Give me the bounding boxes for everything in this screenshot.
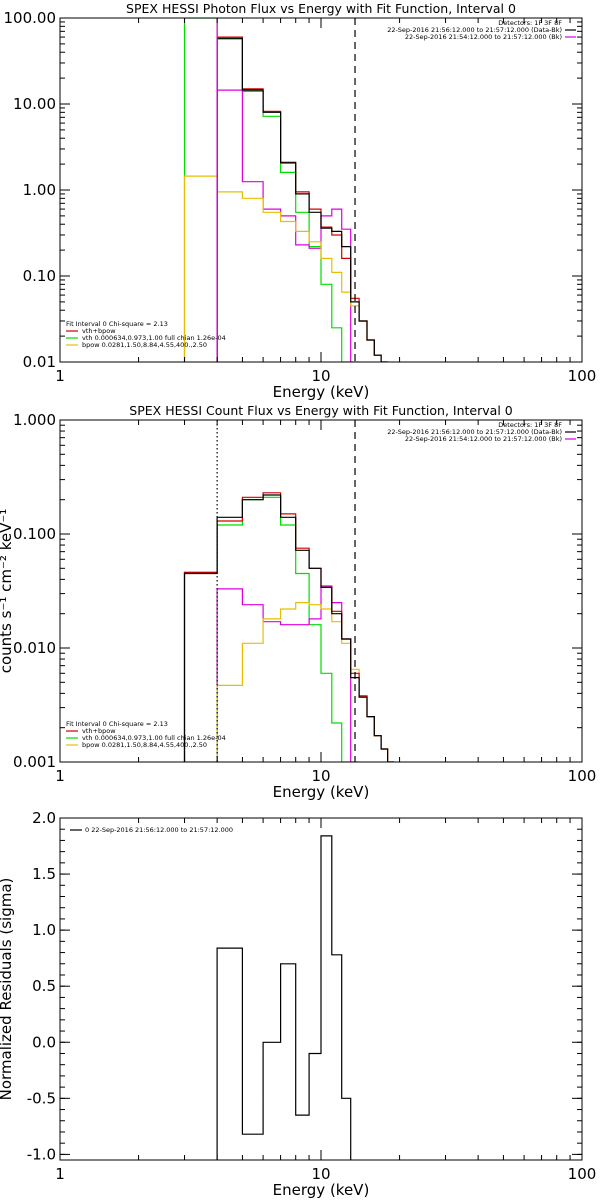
series-line-total <box>183 494 394 762</box>
series-group <box>183 18 388 362</box>
x-tick-label: 1 <box>55 1165 65 1183</box>
y-tick-label: 100.00 <box>4 9 57 27</box>
legend-entry: Fit Interval 0 Chi-square = 2.13 <box>66 320 168 328</box>
legend-entry: 22-Sep-2016 21:56:12.000 to 21:57:12.000… <box>387 428 562 436</box>
legend-entry: vth 0.000634,0.973,1.00 full chian 1.26e… <box>82 334 226 342</box>
legend-entry: 22-Sep-2016 21:54:12.000 to 21:57:12.000… <box>405 33 562 41</box>
legend-entry: vth+bpow <box>82 327 116 335</box>
series-line-vth2 <box>216 89 360 362</box>
x-tick-label: 100 <box>568 767 597 785</box>
y-tick-label: 0.10 <box>23 267 56 285</box>
legend-entry: 22-Sep-2016 21:56:12.000 to 21:57:12.000… <box>387 26 562 34</box>
plot-panel-1: 1 10 100 0.01 0.10 1.00 10.00 100.00 SPEX HESSI … <box>4 1 597 401</box>
y-tick-label: 1.0 <box>32 921 56 939</box>
x-tick-label: 10 <box>311 767 330 785</box>
y-tick-label: 1.000 <box>13 411 56 429</box>
x-tick-label: 1 <box>55 367 65 385</box>
legend-entry: Detectors: 1F 3F 8F <box>498 19 562 27</box>
chart-title: SPEX HESSI Photon Flux vs Energy with Fi… <box>126 1 516 16</box>
legend-entry: bpow 0.0281,1.50,8.84,4.55,400.,2.50 <box>82 341 207 349</box>
legend-entry: bpow 0.0281,1.50,8.84,4.55,400.,2.50 <box>82 741 207 749</box>
series-group <box>216 835 352 1160</box>
y-tick-label: 10.00 <box>13 95 56 113</box>
axes-frame <box>59 17 583 363</box>
y-tick-label: 0.5 <box>32 977 56 995</box>
y-axis-label: counts s⁻¹ cm⁻² keV⁻¹ <box>0 509 15 674</box>
y-tick-label: 0.01 <box>23 353 56 371</box>
y-axis-label: Normalized Residuals (sigma) <box>0 878 15 1101</box>
series-line-model <box>183 492 394 762</box>
series-line-vth2 <box>216 585 360 762</box>
y-tick-label: 0.001 <box>13 753 56 771</box>
y-tick-label: -1.0 <box>27 1145 56 1163</box>
y-tick-label: 1.5 <box>32 865 56 883</box>
legend-entry: Detectors: 1F 3F 8F <box>498 421 562 429</box>
x-axis-label: Energy (keV) <box>273 783 370 801</box>
series-line-total <box>216 37 388 362</box>
legend-entry: Fit Interval 0 Chi-square = 2.13 <box>66 720 168 728</box>
x-axis-label: Energy (keV) <box>273 1181 370 1199</box>
x-tick-label: 10 <box>311 367 330 385</box>
y-tick-label: -0.5 <box>27 1089 56 1107</box>
plot-panel-3: 1 10 100 -1.0 -0.5 0.0 0.5 1.0 1.5 2.0 Energy (keV… <box>0 809 596 1199</box>
x-tick-label: 100 <box>568 1165 597 1183</box>
y-tick-label: 0.010 <box>13 639 56 657</box>
x-tick-label: 10 <box>311 1165 330 1183</box>
series-group <box>183 492 394 762</box>
series-line-vth <box>183 496 351 762</box>
y-tick-label: 2.0 <box>32 809 56 827</box>
legend-entry: 0 22-Sep-2016 21:56:12.000 to 21:57:12.0… <box>85 826 233 834</box>
y-tick-label: 0.100 <box>13 525 56 543</box>
legend-entry: vth 0.000634,0.973,1.00 full chian 1.26e… <box>82 734 226 742</box>
y-tick-label: 1.00 <box>23 181 56 199</box>
legend-entry: 22-Sep-2016 21:54:12.000 to 21:57:12.000… <box>405 435 562 443</box>
series-line-vth <box>183 18 351 362</box>
plot-panel-2: 1 10 100 0.001 0.010 0.100 1.000 SPEX HESSI Cou… <box>0 403 596 801</box>
legend-entry: vth+bpow <box>82 727 116 735</box>
series-line-total <box>216 835 352 1160</box>
x-tick-label: 100 <box>568 367 597 385</box>
x-axis-label: Energy (keV) <box>273 383 370 401</box>
chart-title: SPEX HESSI Count Flux vs Energy with Fit… <box>129 403 512 418</box>
y-tick-label: 0.0 <box>32 1033 56 1051</box>
x-tick-label: 1 <box>55 767 65 785</box>
